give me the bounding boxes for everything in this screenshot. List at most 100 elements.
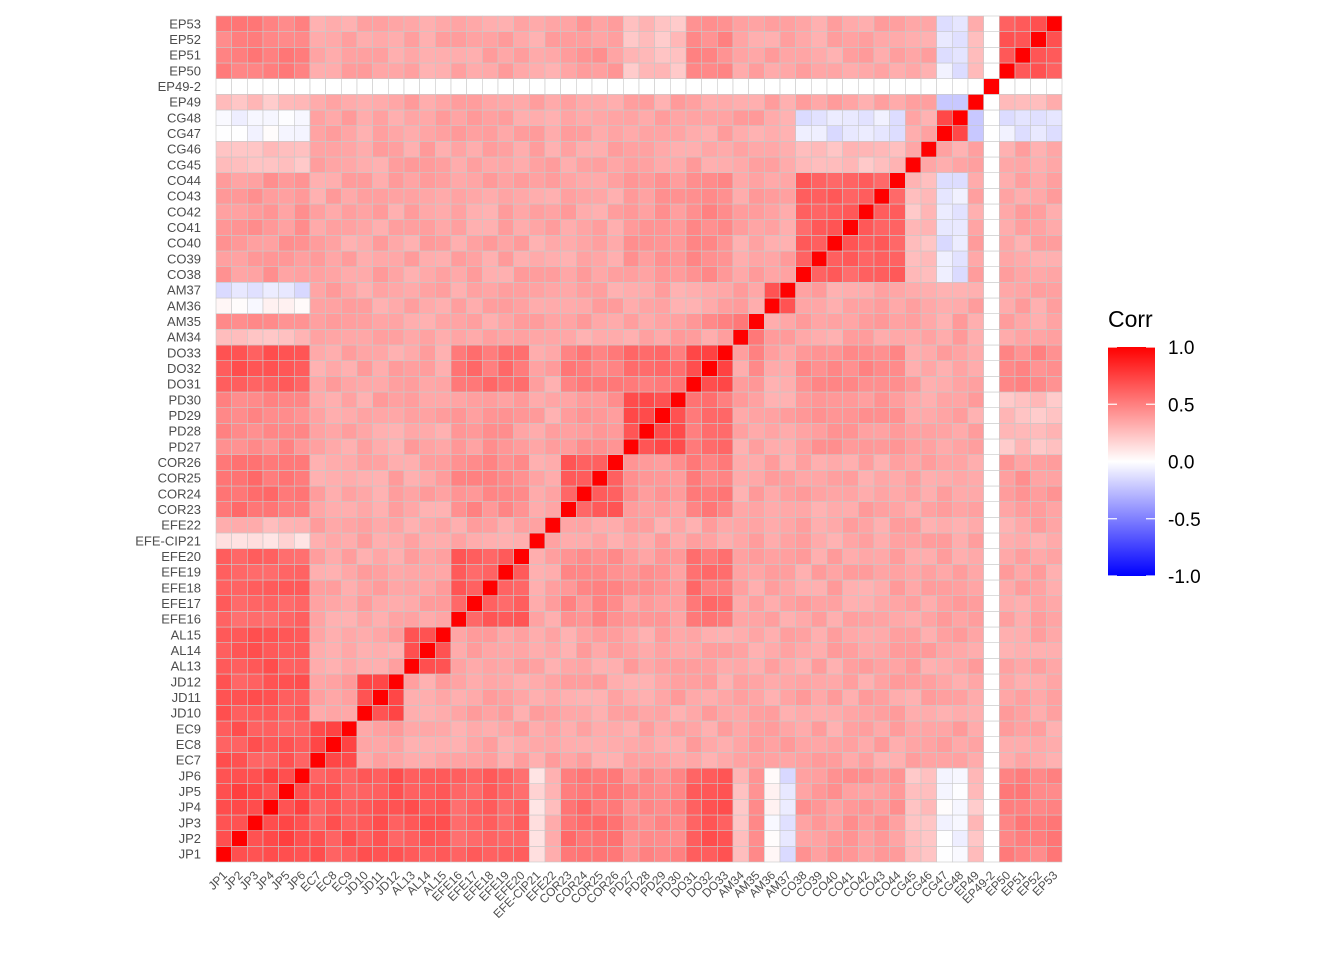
heatmap-cell (936, 376, 953, 393)
heatmap-cell (811, 485, 828, 502)
heatmap-cell (670, 297, 687, 314)
heatmap-cell (654, 720, 671, 737)
heatmap-cell (905, 156, 922, 173)
heatmap-cell (936, 846, 953, 863)
heatmap-cell (388, 830, 405, 847)
heatmap-cell (889, 15, 906, 32)
heatmap-cell (1014, 673, 1031, 690)
heatmap-cell (356, 626, 373, 643)
heatmap-cell (231, 360, 248, 377)
heatmap-cell (497, 611, 514, 628)
heatmap-cell (670, 689, 687, 706)
heatmap-cell (247, 344, 264, 361)
heatmap-cell (905, 438, 922, 455)
heatmap-cell (842, 438, 859, 455)
y-tick-label: DO33 (167, 345, 201, 360)
heatmap-cell (450, 767, 467, 784)
heatmap-cell (999, 783, 1016, 800)
heatmap-cell (952, 626, 969, 643)
heatmap-cell (231, 626, 248, 643)
heatmap-cell (779, 360, 796, 377)
heatmap-cell (482, 642, 499, 659)
heatmap-cell (403, 407, 420, 424)
heatmap-cell (717, 830, 734, 847)
heatmap-cell (278, 94, 295, 111)
heatmap-cell (983, 799, 1000, 816)
heatmap-cell (403, 814, 420, 831)
heatmap-cell (936, 62, 953, 79)
heatmap-cell (983, 203, 1000, 220)
heatmap-cell (717, 705, 734, 722)
heatmap-cell (1046, 783, 1063, 800)
heatmap-cell (920, 501, 937, 518)
heatmap-cell (920, 564, 937, 581)
heatmap-cell (576, 830, 593, 847)
heatmap-cell (403, 736, 420, 753)
heatmap-cell (466, 188, 483, 205)
heatmap-cell (952, 15, 969, 32)
heatmap-cell (341, 611, 358, 628)
heatmap-cell (544, 62, 561, 79)
heatmap-cell (999, 313, 1016, 330)
heatmap-cell (811, 407, 828, 424)
heatmap-cell (873, 282, 890, 299)
heatmap-cell (403, 423, 420, 440)
heatmap-cell (497, 423, 514, 440)
heatmap-cell (529, 579, 546, 596)
heatmap-cell (309, 31, 326, 48)
heatmap-cell (450, 266, 467, 283)
legend-title: Corr (1108, 306, 1153, 332)
heatmap-cell (497, 125, 514, 142)
heatmap-cell (717, 438, 734, 455)
heatmap-cell (936, 626, 953, 643)
heatmap-cell (513, 360, 530, 377)
heatmap-cell (999, 767, 1016, 784)
heatmap-cell (419, 360, 436, 377)
heatmap-cell (842, 454, 859, 471)
heatmap-cell (1014, 814, 1031, 831)
heatmap-cell (826, 658, 843, 675)
heatmap-cell (262, 31, 279, 48)
heatmap-cell (309, 376, 326, 393)
heatmap-cell (262, 830, 279, 847)
heatmap-cell (435, 564, 452, 581)
heatmap-cell (701, 125, 718, 142)
heatmap-cell (670, 423, 687, 440)
heatmap-cell (654, 266, 671, 283)
heatmap-cell (1046, 548, 1063, 565)
heatmap-cell (920, 78, 937, 95)
heatmap-cell (497, 673, 514, 690)
heatmap-cell (388, 329, 405, 346)
heatmap-cell (466, 109, 483, 126)
heatmap-cell (779, 282, 796, 299)
heatmap-cell (372, 360, 389, 377)
heatmap-cell (513, 532, 530, 549)
heatmap-cell (607, 485, 624, 502)
heatmap-cell (795, 705, 812, 722)
heatmap-cell (591, 595, 608, 612)
heatmap-cell (873, 642, 890, 659)
heatmap-cell (435, 282, 452, 299)
heatmap-cell (529, 391, 546, 408)
heatmap-cell (262, 360, 279, 377)
heatmap-cell (858, 360, 875, 377)
heatmap-cell (670, 705, 687, 722)
heatmap-cell (842, 360, 859, 377)
heatmap-cell (497, 470, 514, 487)
heatmap-cell (262, 752, 279, 769)
heatmap-cell (513, 767, 530, 784)
heatmap-cell (419, 15, 436, 32)
heatmap-cell (936, 454, 953, 471)
heatmap-cell (356, 767, 373, 784)
heatmap-cell (403, 156, 420, 173)
heatmap-cell (748, 611, 765, 628)
heatmap-cell (764, 783, 781, 800)
heatmap-cell (873, 485, 890, 502)
y-tick-label: CO42 (167, 204, 201, 219)
heatmap-cell (858, 752, 875, 769)
heatmap-cell (325, 203, 342, 220)
heatmap-cell (419, 391, 436, 408)
heatmap-cell (701, 658, 718, 675)
heatmap-cell (231, 235, 248, 252)
heatmap-cell (842, 282, 859, 299)
